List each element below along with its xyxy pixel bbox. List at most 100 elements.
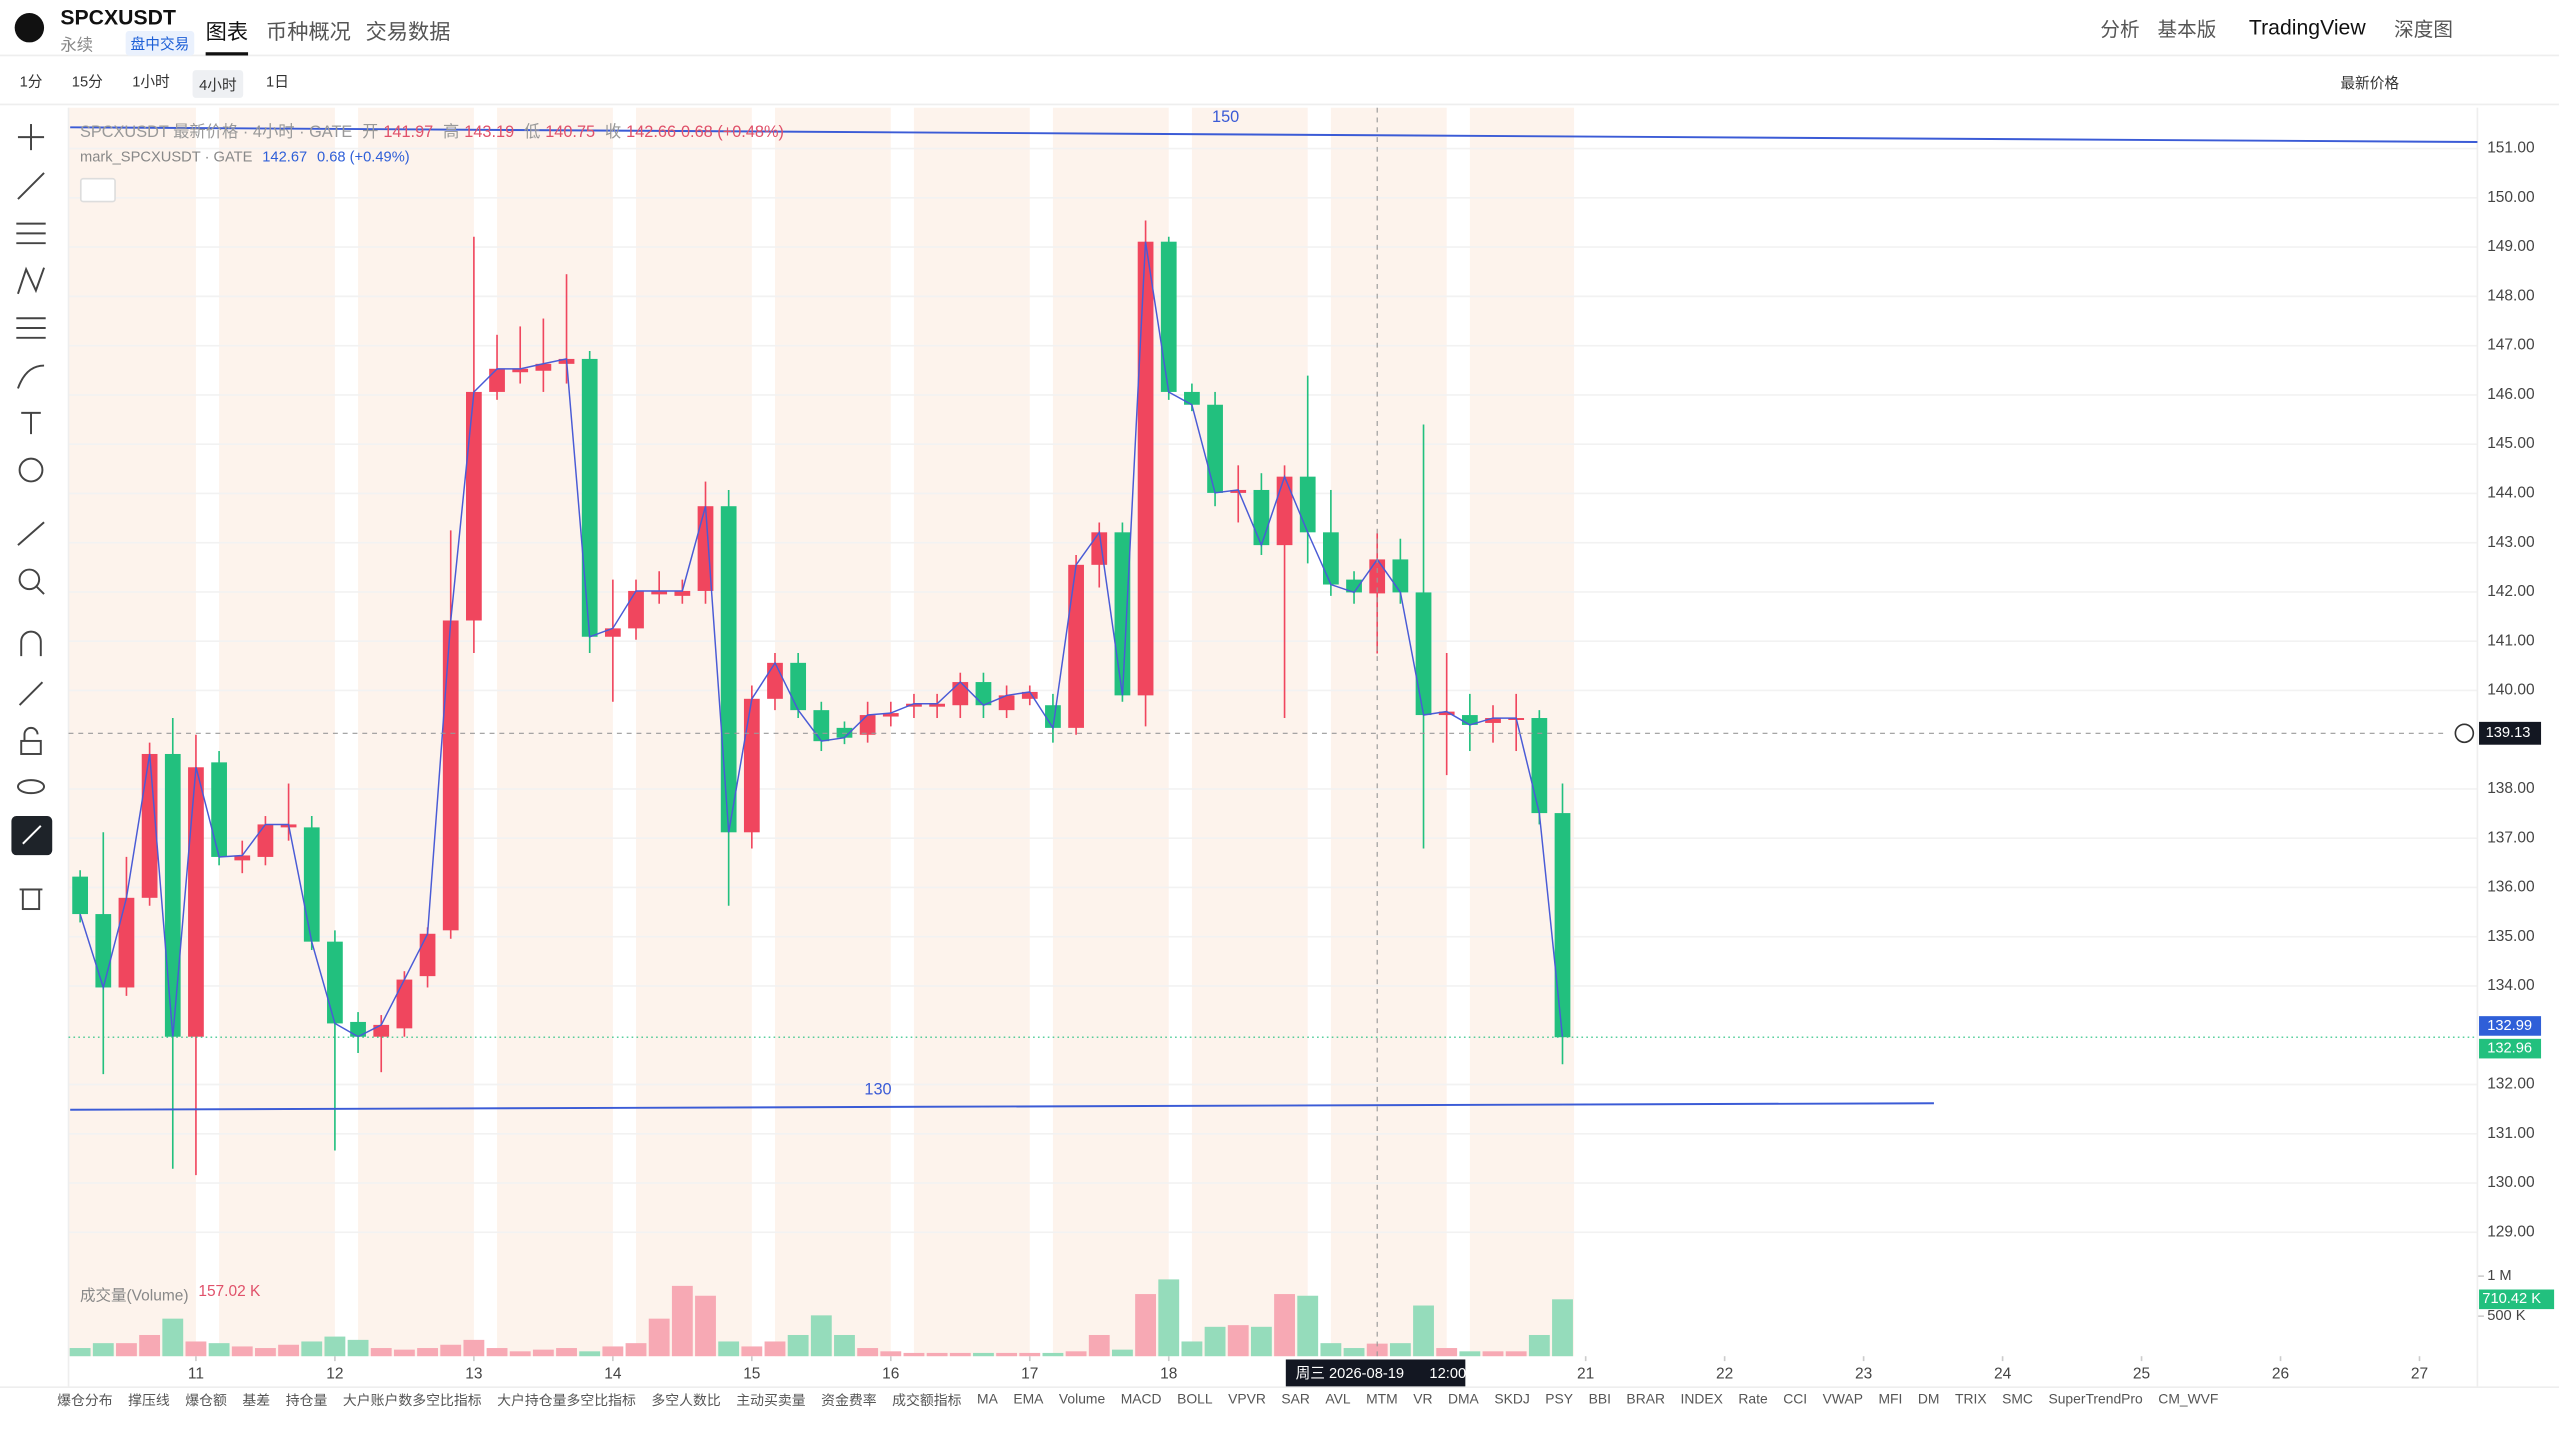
zoom-tool[interactable] bbox=[18, 568, 45, 595]
interval-button[interactable]: 1小时 bbox=[132, 73, 170, 90]
legend-field-value: 142.66 bbox=[626, 124, 677, 142]
trendline-tool[interactable] bbox=[17, 172, 45, 200]
volume-bar bbox=[1552, 1299, 1573, 1357]
y-tick-label: 147.00 bbox=[2487, 337, 2535, 354]
indicator-button[interactable]: Rate bbox=[1738, 1390, 1768, 1407]
x-tick-label: 12 bbox=[326, 1365, 343, 1382]
indicator-button[interactable]: VWAP bbox=[1822, 1390, 1863, 1407]
header-link[interactable]: 深度图 bbox=[2394, 17, 2453, 41]
indicator-button[interactable]: SMC bbox=[2002, 1390, 2033, 1407]
indicator-button[interactable]: EMA bbox=[1013, 1390, 1044, 1407]
indicator-button[interactable]: 持仓量 bbox=[285, 1392, 328, 1409]
legend-field-label: 低 bbox=[523, 124, 541, 142]
interval-button[interactable]: 1日 bbox=[266, 73, 289, 90]
mark-price-label: 132.99 bbox=[2487, 1018, 2532, 1034]
interval-button[interactable]: 1分 bbox=[19, 73, 43, 90]
indicator-button[interactable]: 撑压线 bbox=[128, 1392, 170, 1409]
volume-bar bbox=[1227, 1325, 1249, 1357]
lock-tool[interactable] bbox=[20, 726, 42, 755]
draw-lock-tool[interactable] bbox=[18, 681, 44, 706]
link-icon bbox=[22, 825, 42, 845]
hline-tool[interactable] bbox=[16, 222, 46, 245]
candle-body bbox=[211, 762, 227, 857]
last-price-label: 132.96 bbox=[2487, 1041, 2532, 1057]
indicator-button[interactable]: CM_WVF bbox=[2158, 1390, 2219, 1407]
volume-bar bbox=[1459, 1351, 1481, 1357]
session-band bbox=[219, 107, 335, 1357]
indicator-button[interactable]: AVL bbox=[1325, 1390, 1351, 1407]
header-link[interactable]: 分析 bbox=[2100, 17, 2140, 41]
horizontal-drawing[interactable] bbox=[70, 126, 2478, 143]
indicator-button[interactable]: 爆仓分布 bbox=[57, 1392, 113, 1409]
volume-bar bbox=[671, 1285, 693, 1357]
volume-bar bbox=[1088, 1334, 1110, 1357]
price-source[interactable]: 最新价格 bbox=[2340, 75, 2400, 92]
indicator-button[interactable]: VR bbox=[1413, 1390, 1433, 1407]
header-tab[interactable]: 币种概况 bbox=[266, 19, 351, 45]
indicator-button[interactable]: 主动买卖量 bbox=[736, 1392, 806, 1409]
header-link[interactable]: TradingView bbox=[2248, 14, 2366, 40]
candle-body bbox=[651, 590, 668, 595]
indicator-button[interactable]: PSY bbox=[1545, 1390, 1574, 1407]
last-price-box bbox=[2479, 1038, 2542, 1059]
indicator-button[interactable]: BBI bbox=[1588, 1390, 1611, 1407]
y-tick-label: 144.00 bbox=[2487, 484, 2535, 501]
interval-button[interactable]: 4小时 bbox=[192, 70, 244, 98]
indicator-button[interactable]: 爆仓额 bbox=[185, 1392, 227, 1409]
indicator-button[interactable]: BRAR bbox=[1626, 1390, 1665, 1407]
candle-body bbox=[975, 682, 992, 706]
indicator-button[interactable]: 多空人数比 bbox=[651, 1392, 721, 1409]
y-tick-label: 151.00 bbox=[2487, 140, 2535, 157]
indicator-button[interactable]: 大户账户数多空比指标 bbox=[342, 1392, 482, 1409]
pattern-tool[interactable] bbox=[17, 266, 45, 295]
volume-legend-title: 成交量(Volume) bbox=[79, 1287, 189, 1306]
candle-body bbox=[1068, 564, 1084, 728]
header-link[interactable]: 基本版 bbox=[2157, 17, 2217, 41]
magnet-tool[interactable] bbox=[20, 630, 42, 657]
session-band bbox=[1469, 107, 1575, 1357]
y-tick-label: 145.00 bbox=[2487, 435, 2535, 452]
indicator-button[interactable]: DM bbox=[1917, 1390, 1940, 1407]
indicator-button[interactable]: MFI bbox=[1878, 1390, 1903, 1407]
volume-legend-value: 157.02 K bbox=[198, 1282, 261, 1301]
text-tool[interactable] bbox=[21, 411, 41, 435]
indicator-button[interactable]: DMA bbox=[1447, 1390, 1479, 1407]
emoji-tool[interactable] bbox=[18, 457, 44, 483]
indicator-button[interactable]: SAR bbox=[1281, 1390, 1310, 1407]
x-tick-label: 25 bbox=[2133, 1365, 2150, 1382]
indicator-button[interactable]: CCI bbox=[1783, 1390, 1808, 1407]
candle-body bbox=[1485, 718, 1501, 723]
visibility-tool[interactable] bbox=[16, 779, 46, 795]
indicator-button[interactable]: 基差 bbox=[242, 1392, 271, 1409]
indicator-button[interactable]: BOLL bbox=[1177, 1390, 1213, 1407]
indicator-button[interactable]: 成交额指标 bbox=[892, 1392, 962, 1409]
indicator-button[interactable]: MTM bbox=[1366, 1390, 1398, 1407]
collapse-button[interactable] bbox=[79, 177, 116, 203]
indicator-button[interactable]: INDEX bbox=[1680, 1390, 1723, 1407]
indicator-button[interactable]: Volume bbox=[1058, 1390, 1106, 1407]
indicator-button[interactable]: SuperTrendPro bbox=[2048, 1390, 2143, 1407]
indicator-button[interactable]: TRIX bbox=[1954, 1390, 1987, 1407]
header-tab[interactable]: 交易数据 bbox=[365, 19, 451, 45]
volume-bar bbox=[741, 1346, 763, 1357]
candle-body bbox=[1299, 476, 1316, 533]
delete-tool[interactable] bbox=[19, 888, 43, 911]
indicator-button[interactable]: SKDJ bbox=[1494, 1390, 1530, 1407]
crosshair-tool[interactable] bbox=[17, 124, 45, 151]
interval-button[interactable]: 15分 bbox=[71, 73, 103, 90]
fib-tool[interactable] bbox=[16, 317, 46, 339]
indicator-button[interactable]: MA bbox=[977, 1390, 998, 1407]
ruler-tool[interactable] bbox=[17, 521, 45, 546]
horizontal-drawing[interactable] bbox=[70, 1102, 1934, 1111]
indicator-button[interactable]: VPVR bbox=[1228, 1390, 1266, 1407]
candle-body bbox=[303, 827, 320, 942]
indicator-button[interactable]: MACD bbox=[1120, 1390, 1162, 1407]
indicator-button[interactable]: 大户持仓量多空比指标 bbox=[497, 1392, 636, 1409]
session-band bbox=[1330, 107, 1447, 1357]
candle-body bbox=[813, 710, 830, 742]
header-tab[interactable]: 图表 bbox=[205, 15, 249, 56]
symbol[interactable]: SPCXUSDT bbox=[60, 4, 176, 30]
candle-body bbox=[188, 767, 204, 1037]
indicator-button[interactable]: 资金费率 bbox=[821, 1392, 877, 1409]
brush-tool[interactable] bbox=[17, 364, 45, 389]
